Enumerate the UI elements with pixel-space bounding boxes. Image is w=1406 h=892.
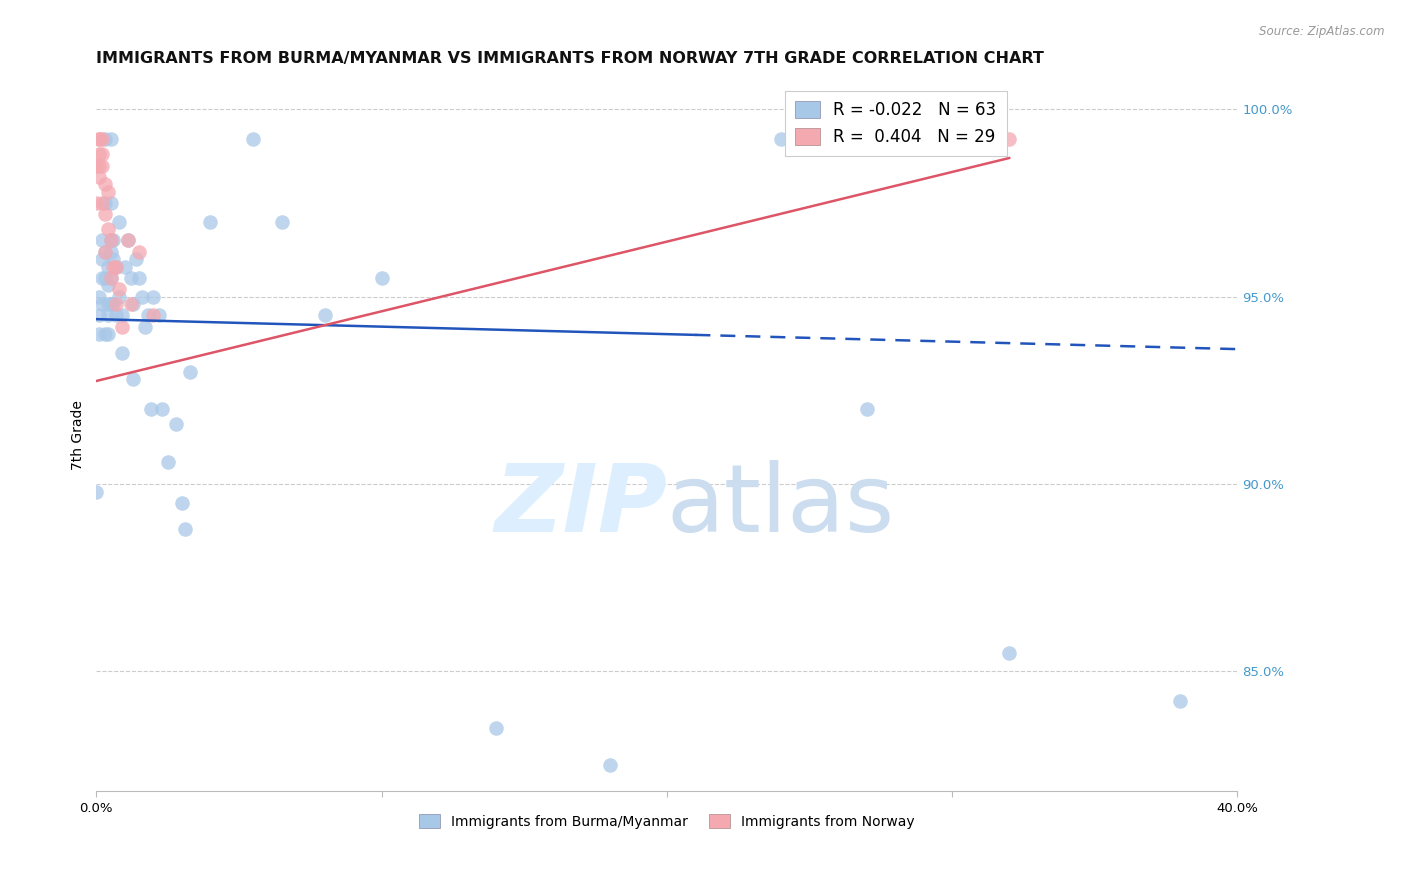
Y-axis label: 7th Grade: 7th Grade xyxy=(72,401,86,470)
Point xyxy=(94,196,117,211)
Point xyxy=(89,169,111,184)
Point xyxy=(998,132,1021,146)
Point xyxy=(100,271,122,285)
Point xyxy=(89,147,111,161)
Point xyxy=(89,327,111,342)
Point xyxy=(179,365,201,379)
Point xyxy=(170,496,193,510)
Point xyxy=(173,522,195,536)
Point xyxy=(94,132,117,146)
Point xyxy=(91,196,114,211)
Point xyxy=(100,244,122,259)
Point xyxy=(103,234,125,248)
Point xyxy=(117,234,139,248)
Text: atlas: atlas xyxy=(666,460,896,552)
Point xyxy=(86,484,108,499)
Point xyxy=(97,185,120,199)
Legend: Immigrants from Burma/Myanmar, Immigrants from Norway: Immigrants from Burma/Myanmar, Immigrant… xyxy=(413,808,920,834)
Point xyxy=(128,244,150,259)
Point xyxy=(370,271,392,285)
Point xyxy=(91,297,114,311)
Point xyxy=(100,132,122,146)
Point xyxy=(89,132,111,146)
Point xyxy=(105,297,128,311)
Point xyxy=(1168,694,1191,708)
Point xyxy=(94,271,117,285)
Point xyxy=(105,260,128,274)
Point xyxy=(134,319,156,334)
Point xyxy=(94,244,117,259)
Point xyxy=(120,297,142,311)
Point xyxy=(136,309,159,323)
Point xyxy=(156,454,179,468)
Point xyxy=(120,271,142,285)
Point xyxy=(97,297,120,311)
Point xyxy=(111,319,134,334)
Point xyxy=(91,271,114,285)
Point xyxy=(314,309,336,323)
Point xyxy=(94,327,117,342)
Point xyxy=(105,260,128,274)
Point xyxy=(270,215,292,229)
Point xyxy=(86,196,108,211)
Point xyxy=(108,215,131,229)
Text: Source: ZipAtlas.com: Source: ZipAtlas.com xyxy=(1260,25,1385,38)
Point xyxy=(91,234,114,248)
Point xyxy=(100,234,122,248)
Point xyxy=(139,402,162,417)
Point xyxy=(108,290,131,304)
Point xyxy=(111,309,134,323)
Point xyxy=(103,260,125,274)
Point xyxy=(103,252,125,267)
Point xyxy=(105,309,128,323)
Point xyxy=(97,260,120,274)
Point xyxy=(125,252,148,267)
Point xyxy=(855,402,877,417)
Point xyxy=(97,222,120,236)
Point xyxy=(111,346,134,360)
Point xyxy=(100,297,122,311)
Point xyxy=(91,159,114,173)
Point xyxy=(89,290,111,304)
Point xyxy=(485,721,508,735)
Point xyxy=(165,417,187,431)
Point xyxy=(827,132,849,146)
Point xyxy=(100,271,122,285)
Text: IMMIGRANTS FROM BURMA/MYANMAR VS IMMIGRANTS FROM NORWAY 7TH GRADE CORRELATION CH: IMMIGRANTS FROM BURMA/MYANMAR VS IMMIGRA… xyxy=(97,51,1045,66)
Point xyxy=(97,309,120,323)
Point xyxy=(150,402,173,417)
Point xyxy=(86,159,108,173)
Point xyxy=(94,244,117,259)
Point xyxy=(122,297,145,311)
Point xyxy=(242,132,264,146)
Point xyxy=(103,297,125,311)
Point xyxy=(142,290,165,304)
Point xyxy=(117,234,139,248)
Point xyxy=(97,278,120,293)
Point xyxy=(114,260,136,274)
Point xyxy=(94,178,117,192)
Point xyxy=(91,147,114,161)
Point xyxy=(91,252,114,267)
Point xyxy=(122,372,145,386)
Point xyxy=(100,234,122,248)
Point xyxy=(148,309,170,323)
Point xyxy=(97,327,120,342)
Point xyxy=(131,290,153,304)
Point xyxy=(94,207,117,221)
Point xyxy=(89,309,111,323)
Point xyxy=(998,646,1021,660)
Point xyxy=(108,282,131,296)
Point xyxy=(769,132,792,146)
Point xyxy=(128,271,150,285)
Point xyxy=(89,132,111,146)
Point xyxy=(89,159,111,173)
Point xyxy=(91,132,114,146)
Point xyxy=(599,758,621,772)
Point xyxy=(100,196,122,211)
Text: ZIP: ZIP xyxy=(494,460,666,552)
Point xyxy=(200,215,222,229)
Point xyxy=(142,309,165,323)
